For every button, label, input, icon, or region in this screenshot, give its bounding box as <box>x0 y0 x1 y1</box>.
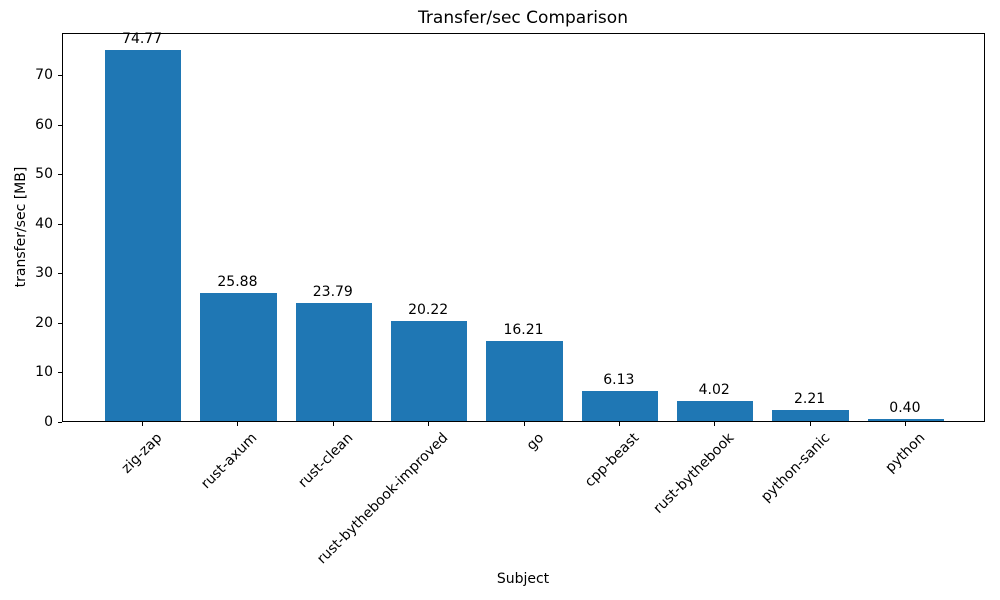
bar-rust-bythebook-improved <box>391 320 468 421</box>
y-axis-tick-label: 0 <box>44 414 53 430</box>
y-axis-tick-label: 50 <box>35 166 53 183</box>
x-axis-tick <box>237 422 239 426</box>
x-axis-tick-label: go <box>523 430 547 454</box>
y-axis-tick-label: 10 <box>35 364 53 381</box>
x-axis-tick-label: cpp-beast <box>581 430 643 491</box>
bar-value-label: 25.88 <box>217 273 258 290</box>
x-axis-tick <box>332 422 334 426</box>
y-axis-tick-label: 40 <box>35 215 53 232</box>
y-axis-tick-label: 20 <box>35 314 53 331</box>
bar-value-label: 16.21 <box>503 321 544 338</box>
chart-title: Transfer/sec Comparison <box>418 8 628 28</box>
x-axis-tick <box>904 422 906 426</box>
y-axis-tick <box>58 75 62 77</box>
x-axis-tick <box>523 422 525 426</box>
x-axis-tick-label: rust-axum <box>198 430 261 493</box>
x-axis-tick-label: zig-zap <box>118 430 166 477</box>
bar-rust-axum <box>200 292 277 421</box>
y-axis-tick <box>58 174 62 176</box>
x-axis-tick <box>142 422 144 426</box>
x-axis-tick-label: rust-clean <box>295 430 357 491</box>
bar-rust-bythebook <box>677 401 754 421</box>
y-axis-tick <box>58 223 62 225</box>
x-axis-tick <box>618 422 620 426</box>
x-axis-tick <box>809 422 811 426</box>
x-axis-tick <box>714 422 716 426</box>
bar-rust-clean <box>295 303 372 421</box>
x-axis-tick-label: python <box>882 430 929 476</box>
y-axis-tick <box>58 124 62 126</box>
plot-area <box>62 33 985 422</box>
y-axis-tick-label: 30 <box>35 265 53 282</box>
bar-python-sanic <box>772 410 849 421</box>
y-axis-tick <box>58 322 62 324</box>
y-axis-tick-label: 70 <box>35 67 53 84</box>
y-axis-label-text: transfer/sec [MB] <box>13 166 29 288</box>
bar-zig-zap <box>104 50 182 421</box>
x-axis-tick-label: python-sanic <box>757 430 833 506</box>
bar-value-label: 0.40 <box>889 400 921 417</box>
y-axis-tick <box>58 273 62 275</box>
bar-value-label: 23.79 <box>312 284 353 301</box>
y-axis-tick <box>58 372 62 374</box>
bar-go <box>486 340 563 421</box>
x-axis-tick <box>428 422 430 426</box>
bar-value-label: 74.77 <box>122 31 163 48</box>
bar-cpp-beast <box>581 390 658 421</box>
bar-value-label: 6.13 <box>603 371 635 388</box>
bar-python <box>867 419 945 421</box>
y-axis-tick-label: 60 <box>35 116 53 133</box>
bar-value-label: 4.02 <box>698 382 730 399</box>
bar-value-label: 2.21 <box>793 391 826 408</box>
y-axis-tick <box>58 422 62 423</box>
bar-value-label: 20.22 <box>408 301 449 318</box>
x-axis-label: Subject <box>496 571 550 587</box>
x-axis-tick-label: rust-bythebook <box>650 430 738 517</box>
